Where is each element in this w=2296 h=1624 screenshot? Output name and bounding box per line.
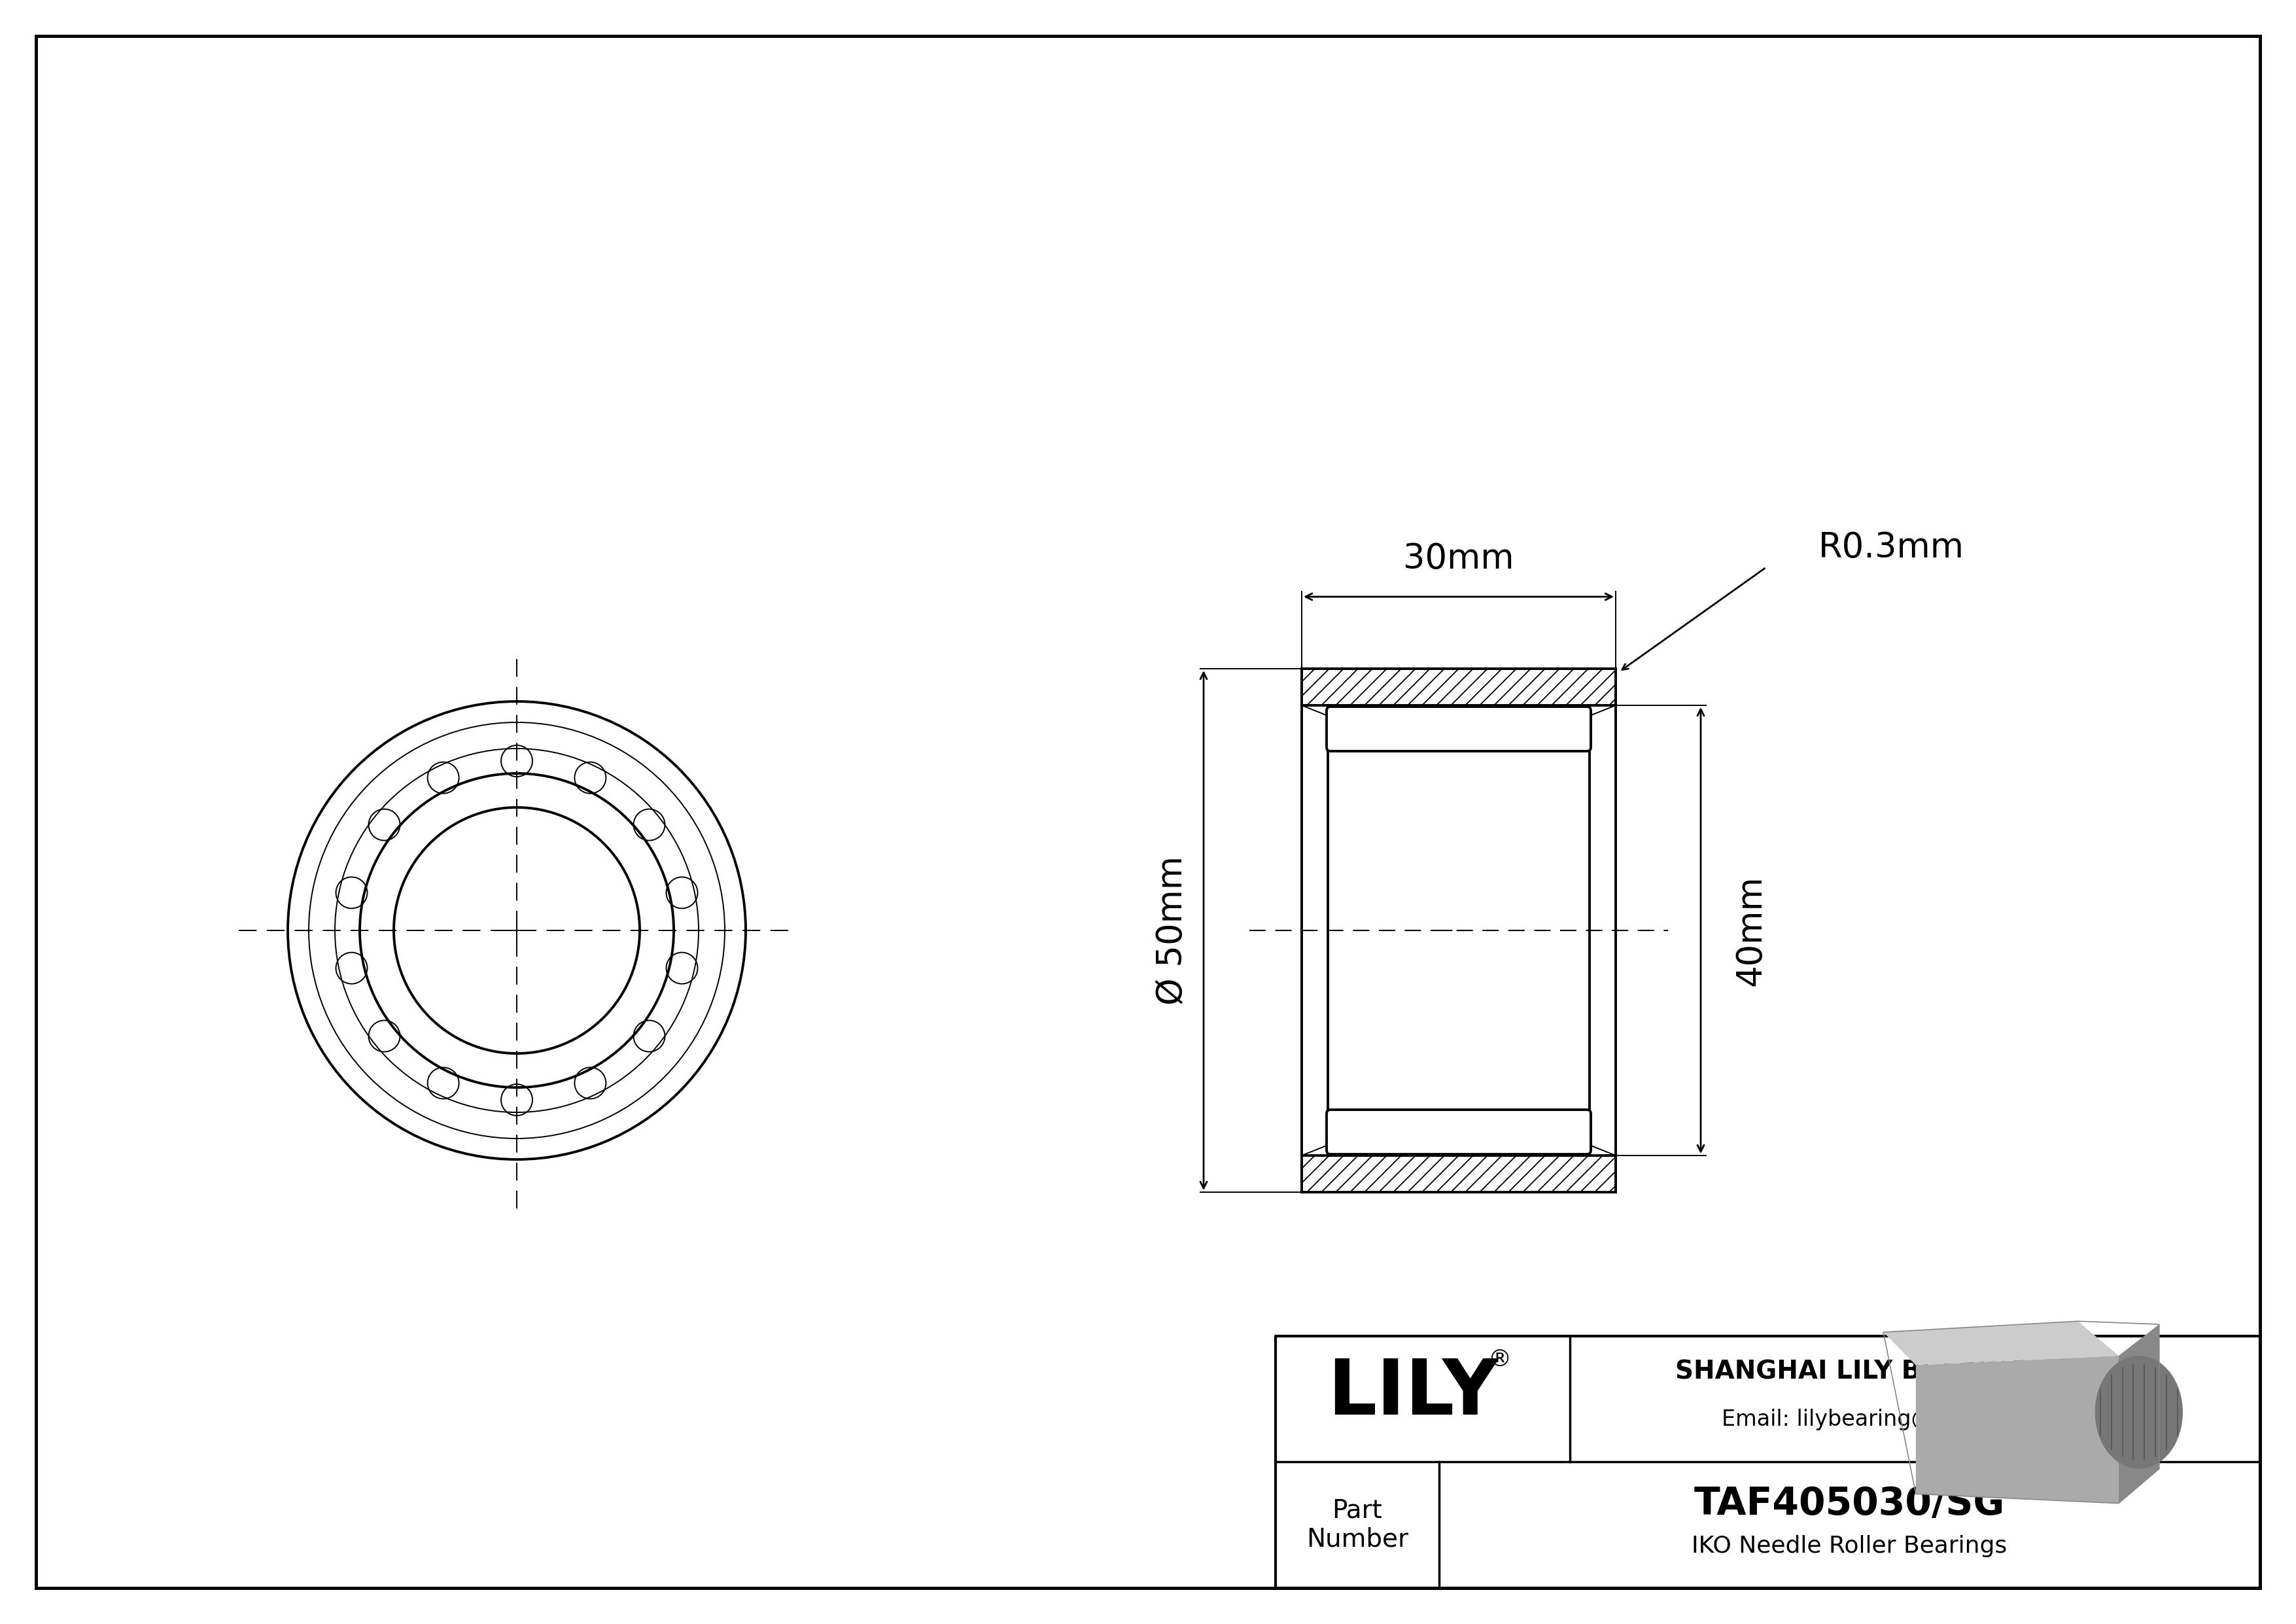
Text: TAF405030/SG: TAF405030/SG: [1694, 1486, 2004, 1523]
FancyBboxPatch shape: [1327, 1109, 1591, 1155]
Text: LILY: LILY: [1327, 1356, 1499, 1431]
Text: Ø 50mm: Ø 50mm: [1155, 856, 1189, 1005]
Polygon shape: [2119, 1324, 2158, 1504]
Ellipse shape: [2094, 1356, 2183, 1468]
Polygon shape: [1915, 1356, 2119, 1504]
Text: 30mm: 30mm: [1403, 542, 1513, 577]
FancyBboxPatch shape: [1327, 706, 1591, 752]
Text: 40mm: 40mm: [1733, 875, 1768, 986]
Text: ®: ®: [1488, 1348, 1511, 1371]
Text: Part
Number: Part Number: [1306, 1497, 1407, 1551]
Text: R0.3mm: R0.3mm: [1818, 531, 1965, 565]
Text: Email: lilybearing@lily-bearing.com: Email: lilybearing@lily-bearing.com: [1722, 1410, 2108, 1431]
Text: SHANGHAI LILY BEARING LIMITED: SHANGHAI LILY BEARING LIMITED: [1676, 1359, 2154, 1384]
Text: IKO Needle Roller Bearings: IKO Needle Roller Bearings: [1692, 1535, 2007, 1557]
Polygon shape: [1883, 1322, 2119, 1366]
